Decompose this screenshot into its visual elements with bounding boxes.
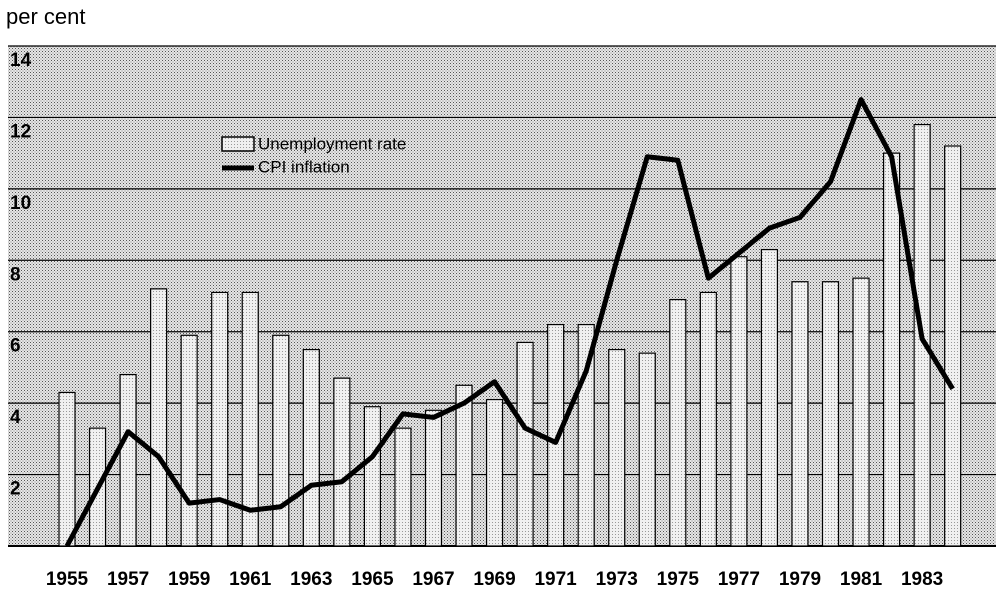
bar bbox=[211, 291, 229, 547]
x-tick-label: 1959 bbox=[168, 569, 210, 590]
bar bbox=[638, 352, 656, 547]
legend: Unemployment rate CPI inflation bbox=[221, 134, 406, 176]
bar bbox=[302, 348, 320, 547]
bar bbox=[150, 288, 168, 547]
x-tick-label: 1973 bbox=[596, 569, 638, 590]
bar bbox=[58, 391, 76, 547]
bar bbox=[363, 406, 381, 547]
bar bbox=[821, 281, 840, 547]
bar bbox=[608, 348, 626, 547]
y-tick-label: 10 bbox=[10, 193, 31, 214]
y-tick-label: 2 bbox=[10, 479, 21, 500]
x-tick-label: 1967 bbox=[412, 569, 454, 590]
x-tick-label: 1957 bbox=[107, 569, 149, 590]
y-tick-label: 14 bbox=[10, 50, 32, 71]
bar bbox=[669, 298, 687, 547]
x-tick-label: 1961 bbox=[229, 569, 272, 590]
y-tick-label: 4 bbox=[10, 407, 21, 428]
legend-label: Unemployment rate bbox=[258, 134, 406, 153]
line bbox=[64, 97, 955, 548]
bar bbox=[333, 377, 351, 547]
x-tick-label: 1955 bbox=[46, 569, 89, 590]
y-tick-label: 8 bbox=[10, 264, 21, 285]
bar bbox=[241, 291, 259, 547]
bar bbox=[547, 323, 565, 547]
bar bbox=[944, 145, 962, 547]
bar bbox=[760, 248, 779, 547]
y-axis-label: per cent bbox=[6, 4, 86, 29]
y-tick-label: 12 bbox=[10, 121, 31, 142]
bar bbox=[180, 334, 198, 547]
x-tick-label: 1979 bbox=[779, 569, 821, 590]
x-tick-label: 1971 bbox=[534, 569, 577, 590]
bar bbox=[394, 427, 412, 547]
bar bbox=[485, 398, 504, 547]
bar bbox=[272, 334, 290, 547]
bar bbox=[119, 373, 137, 547]
bar bbox=[791, 281, 809, 547]
legend-label: CPI inflation bbox=[258, 157, 350, 176]
x-tick-label: 1981 bbox=[840, 569, 883, 590]
x-tick-label: 1969 bbox=[473, 569, 515, 590]
bar bbox=[455, 384, 473, 547]
bar bbox=[424, 409, 443, 547]
bar bbox=[699, 291, 717, 547]
x-tick-label: 1983 bbox=[901, 569, 943, 590]
x-tick-label: 1975 bbox=[657, 569, 700, 590]
bar bbox=[730, 256, 748, 547]
x-tick-label: 1963 bbox=[290, 569, 332, 590]
bar bbox=[516, 341, 534, 547]
y-tick-label: 6 bbox=[10, 336, 21, 357]
x-tick-label: 1977 bbox=[718, 569, 760, 590]
bar bbox=[852, 277, 870, 547]
bar bbox=[882, 152, 901, 547]
x-tick-label: 1965 bbox=[351, 569, 394, 590]
legend-swatch bbox=[221, 136, 255, 152]
